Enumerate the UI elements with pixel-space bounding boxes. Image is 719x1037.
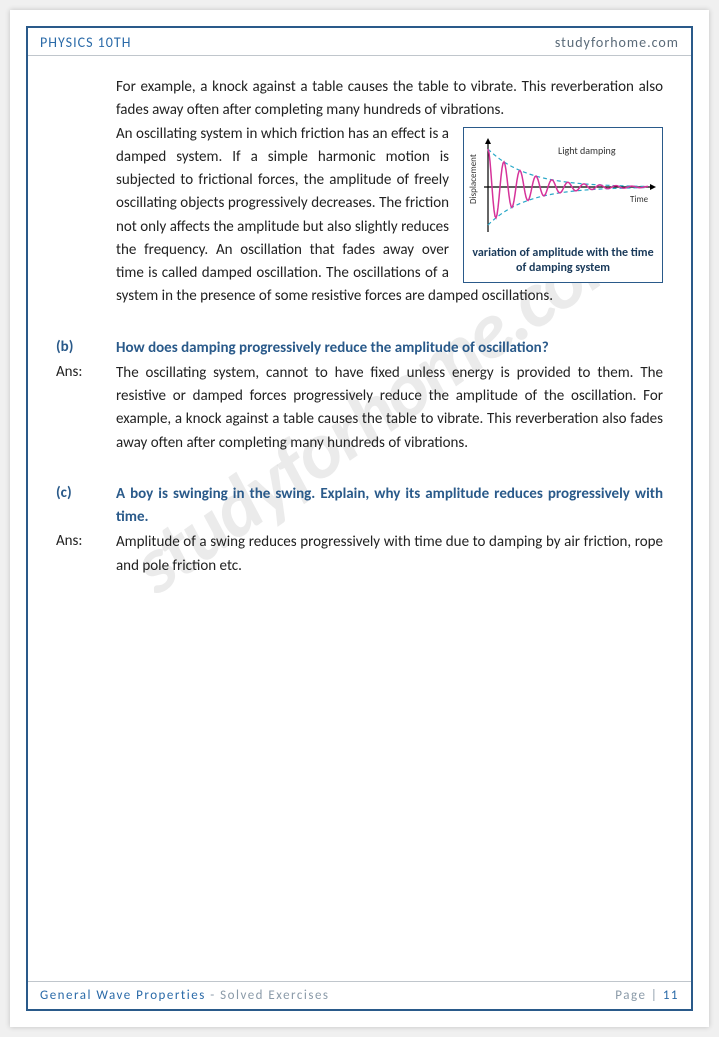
answer-text: The oscillating system, cannot to have f…	[116, 362, 663, 455]
intro-paragraph: For example, a knock against a table cau…	[116, 76, 663, 123]
answer-text: Amplitude of a swing reduces progressive…	[116, 531, 663, 578]
answer-label: Ans:	[56, 362, 116, 455]
question-label: (c)	[56, 483, 116, 530]
page-border: PHYSICS 10TH studyforhome.com studyforho…	[26, 26, 693, 1011]
page: PHYSICS 10TH studyforhome.com studyforho…	[10, 10, 709, 1027]
svg-text:Displacement: Displacement	[468, 154, 479, 204]
question-label: (b)	[56, 337, 116, 360]
body-block: For example, a knock against a table cau…	[56, 76, 663, 578]
svg-text:Time: Time	[630, 194, 649, 205]
answer-row: Ans:The oscillating system, cannot to ha…	[56, 362, 663, 455]
footer-subtitle: - Solved Exercises	[206, 988, 330, 1003]
answer-label: Ans:	[56, 531, 116, 578]
answer-row: Ans:Amplitude of a swing reduces progres…	[56, 531, 663, 578]
content-area: studyforhome.com For example, a knock ag…	[28, 56, 691, 578]
question-row: (b)How does damping progressively reduce…	[56, 337, 663, 360]
svg-text:Light damping: Light damping	[558, 144, 616, 157]
damping-figure: Displacement Time Light damping variation …	[463, 127, 663, 283]
header-site: studyforhome.com	[555, 34, 679, 51]
wrapped-section: Displacement Time Light damping variation …	[116, 123, 663, 309]
footer-page-label: Page |	[615, 988, 663, 1003]
damping-chart-svg: Displacement Time Light damping	[468, 132, 658, 242]
page-header: PHYSICS 10TH studyforhome.com	[28, 28, 691, 56]
footer-chapter: General Wave Properties	[40, 988, 206, 1003]
footer-left: General Wave Properties - Solved Exercis…	[40, 988, 330, 1003]
question-text: A boy is swinging in the swing. Explain,…	[116, 483, 663, 530]
header-subject: PHYSICS 10TH	[40, 34, 131, 51]
qa-list: (b)How does damping progressively reduce…	[56, 337, 663, 578]
page-footer: General Wave Properties - Solved Exercis…	[28, 981, 691, 1009]
question-row: (c)A boy is swinging in the swing. Expla…	[56, 483, 663, 530]
footer-page-number: 11	[663, 988, 679, 1003]
figure-caption: variation of amplitude with the time of …	[468, 246, 658, 276]
question-text: How does damping progressively reduce th…	[116, 337, 663, 360]
footer-right: Page | 11	[615, 988, 679, 1003]
